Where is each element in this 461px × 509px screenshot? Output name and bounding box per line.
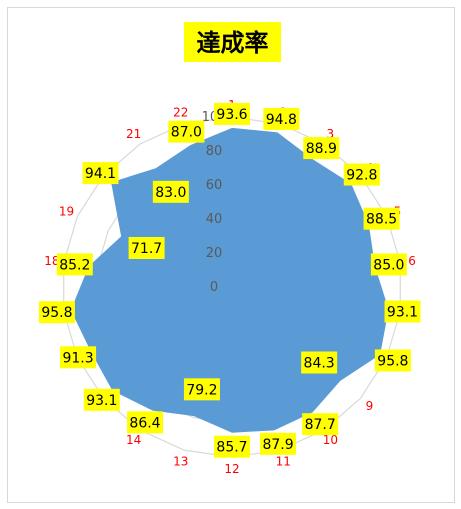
chart-title-text: 達成率 [197,29,269,57]
data-label-box [168,120,205,143]
category-label: 10 [323,433,338,447]
data-label: 87.0 [171,125,202,141]
data-label-box [374,349,411,372]
data-label-box [56,253,93,276]
radar-chart: 020406080100 123456789101112131415161718… [38,22,421,476]
data-label-box [263,107,300,130]
data-label-box [363,207,400,230]
r-tick-label: 60 [206,178,223,193]
data-label: 95.8 [41,305,72,321]
data-label: 86.4 [129,415,160,431]
data-label: 87.7 [305,417,336,433]
data-label-box [38,301,75,324]
data-label: 93.6 [216,107,247,123]
category-label: 21 [126,127,141,141]
data-label-box [183,378,220,401]
category-label: 11 [276,455,291,469]
data-label: 71.7 [131,241,162,257]
data-label-box [152,180,189,203]
category-label: 22 [173,105,188,119]
data-label: 85.2 [59,257,90,273]
data-label-box [127,411,164,434]
category-label: 3 [327,127,335,141]
data-label-box [260,432,297,455]
data-label-box [82,162,119,185]
data-label-box [128,236,165,259]
chart-title: 達成率 [184,22,281,62]
category-label: 9 [366,399,374,413]
data-label: 88.9 [306,141,337,157]
data-label: 85.0 [373,257,404,273]
data-label: 79.2 [186,382,217,398]
data-label: 83.0 [155,185,186,201]
category-label: 18 [44,254,59,268]
category-label: 14 [126,433,141,447]
data-label: 93.1 [86,393,117,409]
data-label: 91.3 [62,350,93,366]
chart-title-box [184,22,281,62]
category-label: 12 [224,462,239,476]
data-label: 94.1 [85,166,116,182]
data-label: 88.5 [366,212,397,228]
data-label-box [302,413,339,436]
category-label: 6 [408,254,416,268]
data-label: 93.1 [387,305,418,321]
data-label: 85.7 [216,440,247,456]
data-label-box [384,300,421,323]
r-tick-label: 0 [210,280,218,295]
data-label-box [83,388,120,411]
data-label: 92.8 [346,168,377,184]
r-tick-label: 40 [206,212,223,227]
data-label-box [343,163,380,186]
data-label: 84.3 [304,356,335,372]
r-tick-label: 80 [206,144,223,159]
data-label: 94.8 [266,112,297,128]
category-label: 19 [59,204,74,218]
r-tick-label: 20 [206,246,223,261]
data-label-box [214,435,250,458]
data-label-box [60,346,97,369]
data-label: 87.9 [262,437,293,453]
chart-frame: 020406080100 123456789101112131415161718… [7,7,455,503]
data-label-box [301,351,338,374]
data-label-box [370,253,407,276]
data-label-box [303,137,340,160]
category-label: 13 [173,455,188,469]
data-labels: 93.6 94.8 88.9 92.8 88.5 85.0 93.1 95.8 84.3 87.7… [38,102,421,458]
data-label: 95.8 [377,353,408,369]
radial-ticks: 020406080100 [202,110,227,295]
data-label-box [214,102,250,125]
